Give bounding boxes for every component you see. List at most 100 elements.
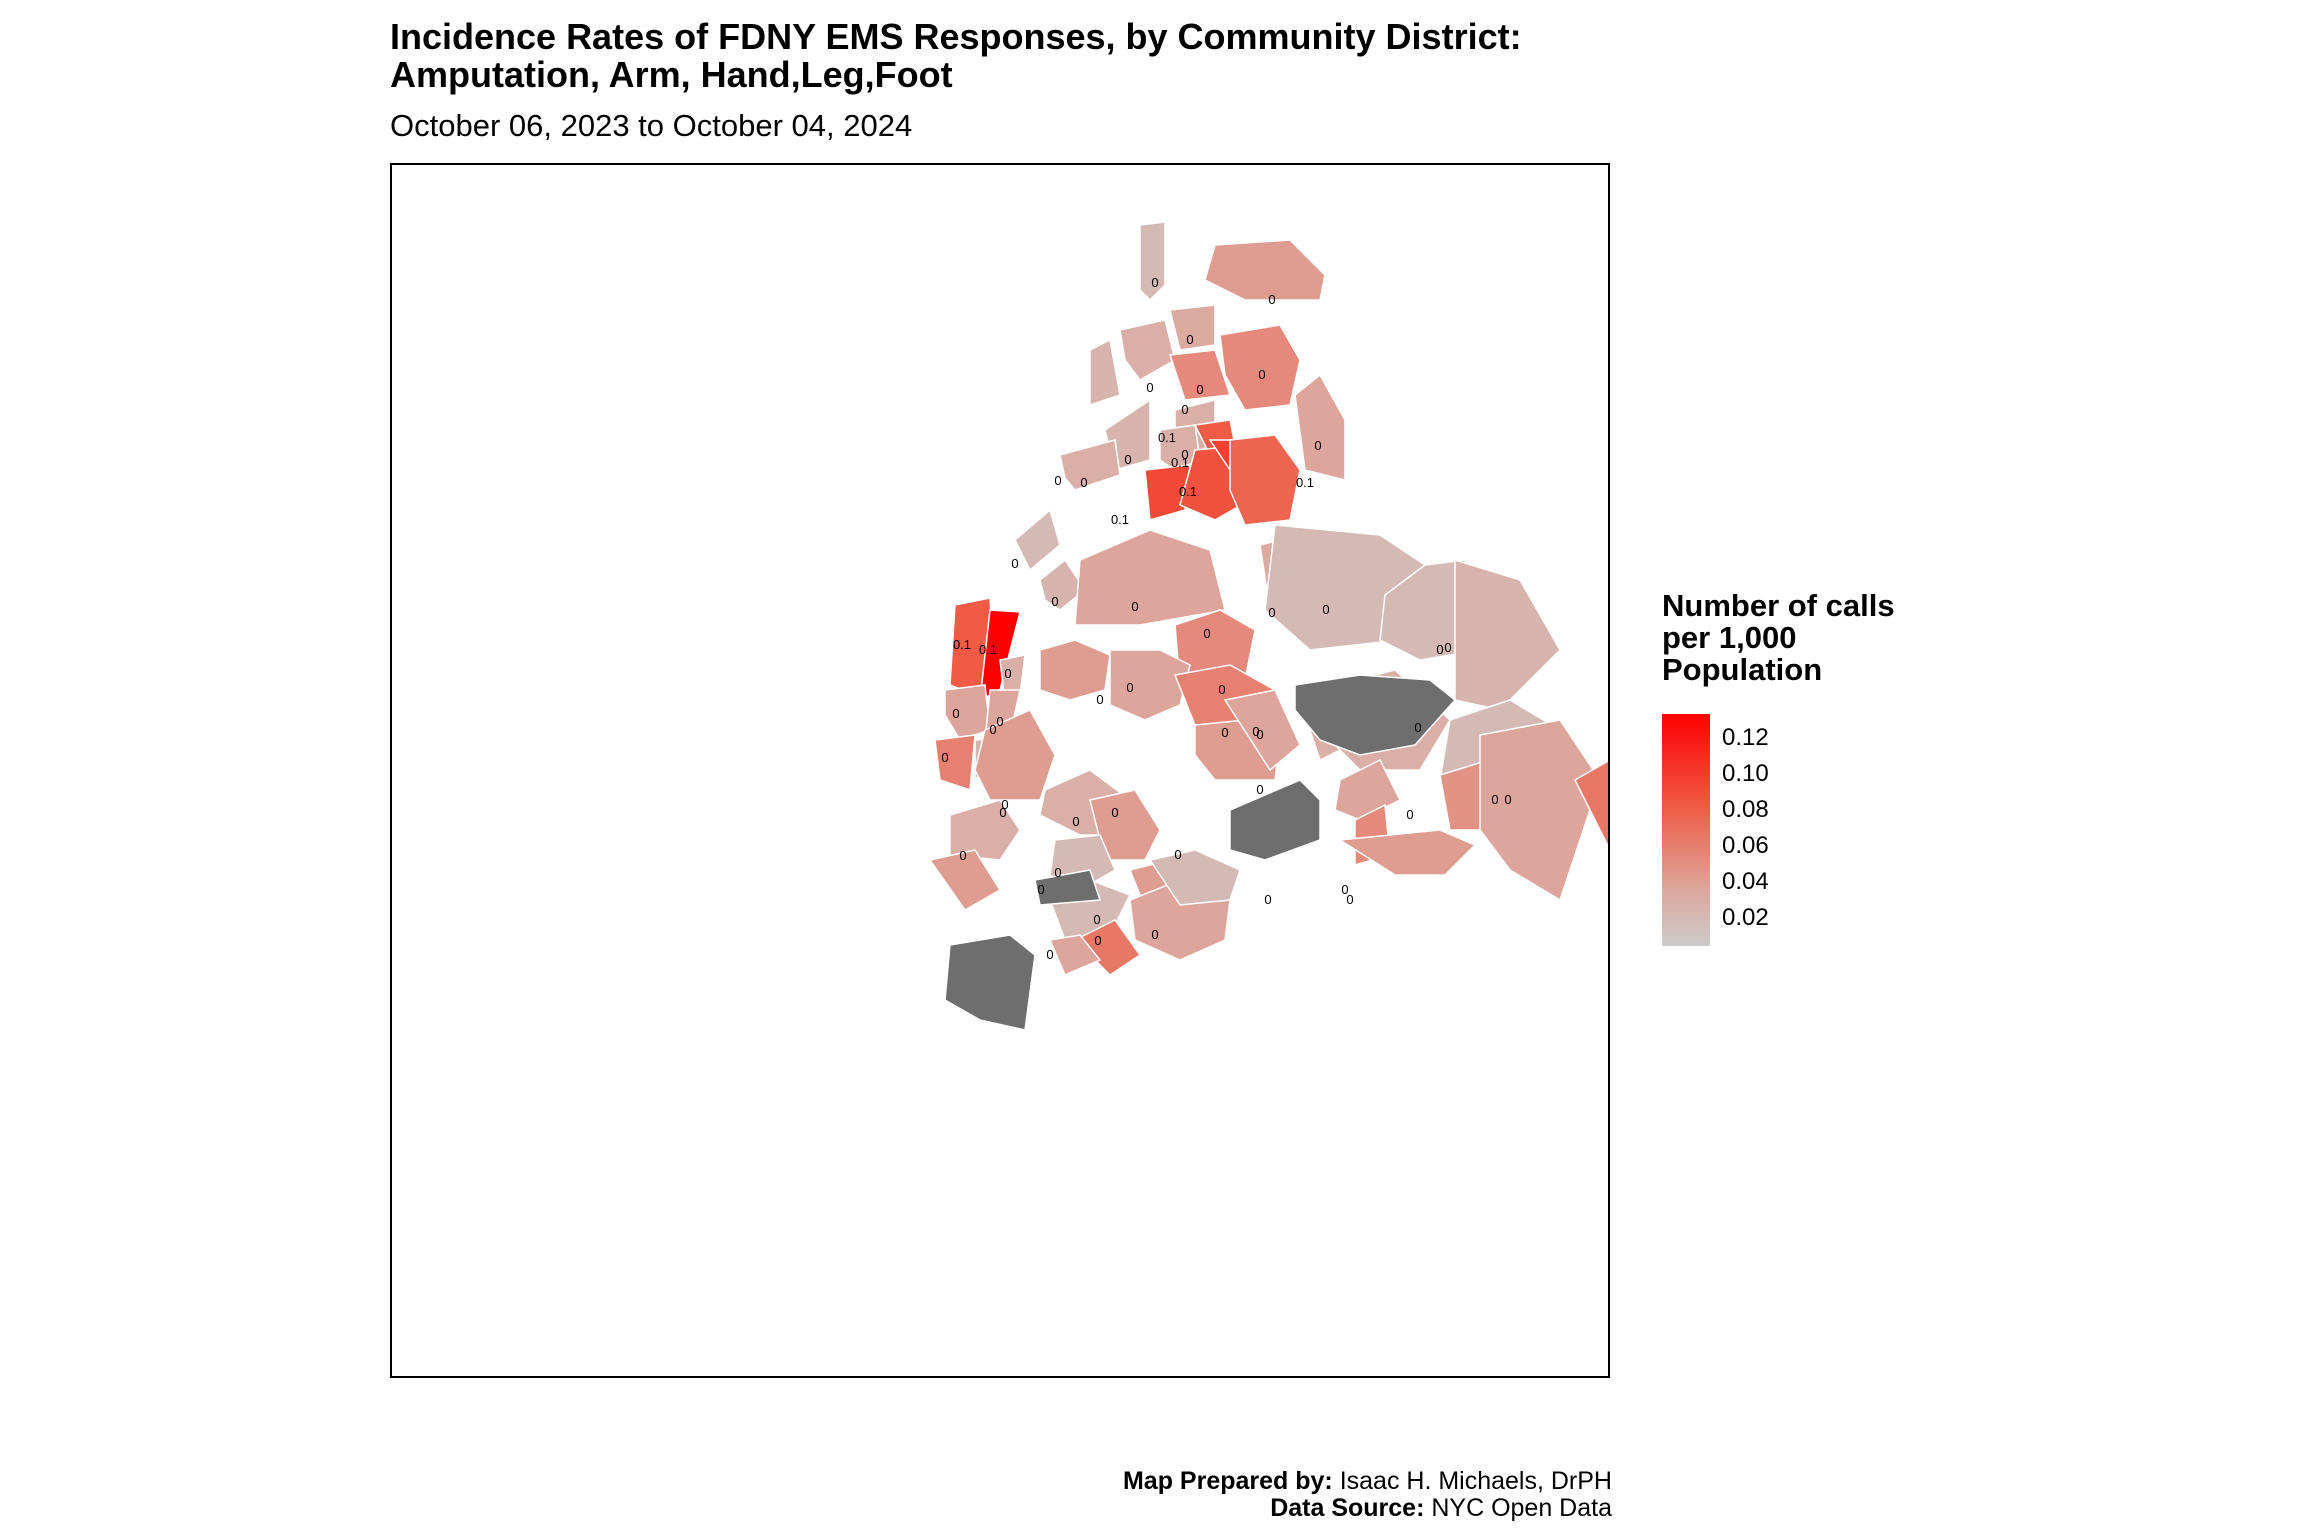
district-rate-label: 0.1 <box>979 642 997 657</box>
community-district <box>974 709 1056 801</box>
district-rate-label: 0.1 <box>953 637 971 652</box>
district-rate-label: 0 <box>1051 594 1058 609</box>
district-rate-label: 0 <box>1124 452 1131 467</box>
district-rate-label: 0 <box>1054 865 1061 880</box>
community-district <box>1204 239 1326 301</box>
legend-label: 0.12 <box>1722 724 1769 751</box>
community-district <box>1039 639 1111 701</box>
district-rate-label: 0 <box>989 722 996 737</box>
legend-tick <box>1710 773 1720 775</box>
district-rate-label: 0.1 <box>1179 484 1197 499</box>
legend-label: 0.08 <box>1722 796 1769 823</box>
legend-tick <box>1710 737 1720 739</box>
community-district <box>1168 349 1232 401</box>
map-panel: 0 0 0 0 0 0 0 0 0 0 0.1 0.1 0.1 0.1 0.1 0 0 0 0 0.1 0.1 0 0 0 0 0… <box>390 163 1610 1378</box>
district-rate-label: 0 <box>1131 599 1138 614</box>
community-district <box>1059 439 1121 491</box>
community-district <box>1574 760 1608 848</box>
district-rate-label: 0 <box>1264 892 1271 907</box>
caption-prepared-value: Isaac H. Michaels, DrPH <box>1332 1467 1612 1495</box>
district-rate-label: 0 <box>1346 892 1353 907</box>
district-rate-label: 0 <box>952 706 959 721</box>
district-rate-label: 0 <box>1174 847 1181 862</box>
community-district <box>1039 558 1087 611</box>
district-rate-label: 0 <box>1111 805 1118 820</box>
community-district <box>1479 719 1601 902</box>
district-rate-label: 0 <box>1186 332 1193 347</box>
district-rate-label: 0 <box>1256 782 1263 797</box>
district-rate-label: 0 <box>1181 447 1188 462</box>
caption-data-source: Data Source: NYC Open Data <box>1123 1495 1612 1522</box>
community-district <box>1119 319 1176 381</box>
legend-title-line-3: Population <box>1662 652 1823 687</box>
district-rate-label: 0 <box>1001 797 1008 812</box>
district-rate-label: 0 <box>1414 720 1421 735</box>
community-district <box>928 849 1002 911</box>
community-district <box>1229 434 1301 526</box>
caption-source-value: NYC Open Data <box>1424 1494 1612 1522</box>
district-rate-label: 0.1 <box>1296 475 1314 490</box>
district-rate-label: 0 <box>1004 666 1011 681</box>
community-district <box>1337 829 1477 876</box>
community-district <box>1014 508 1061 572</box>
district-rate-label: 0 <box>1314 438 1321 453</box>
legend-title-line-2: per 1,000 <box>1662 620 1797 655</box>
community-district <box>1074 529 1226 626</box>
district-rate-label: 0 <box>1444 640 1451 655</box>
district-rate-label: 0 <box>1504 792 1511 807</box>
district-rate-label: 0 <box>1151 927 1158 942</box>
district-rate-label: 0 <box>1268 292 1275 307</box>
community-district <box>1454 558 1561 711</box>
community-district <box>1148 849 1241 906</box>
community-district <box>1219 324 1301 411</box>
district-rate-label: 0 <box>1268 605 1275 620</box>
district-rate-label: 0 <box>1221 725 1228 740</box>
title-line-1: Incidence Rates of FDNY EMS Responses, b… <box>390 16 1522 57</box>
district-rate-label: 0 <box>1218 682 1225 697</box>
caption-prepared-by: Map Prepared by: Isaac H. Michaels, DrPH <box>1123 1468 1612 1495</box>
legend-color-bar <box>1662 714 1720 946</box>
community-district <box>1294 373 1346 481</box>
community-district-no-data <box>1229 779 1321 861</box>
map-title: Incidence Rates of FDNY EMS Responses, b… <box>390 18 1522 94</box>
district-rate-label: 0 <box>1046 947 1053 962</box>
community-district <box>1223 689 1301 772</box>
district-rate-label: 0 <box>941 750 948 765</box>
legend: Number of calls per 1,000 Population 0.1… <box>1662 590 1922 946</box>
district-rate-label: 0 <box>1196 382 1203 397</box>
caption-prepared-label: Map Prepared by: <box>1122 1467 1333 1495</box>
legend-tick <box>1710 917 1720 919</box>
community-district <box>1139 221 1166 302</box>
district-rate-label: 0 <box>1252 724 1259 739</box>
district-rate-label: 0 <box>999 805 1006 820</box>
district-rate-label: 0 <box>1072 814 1079 829</box>
community-district <box>1048 934 1102 976</box>
legend-title-line-1: Number of calls <box>1662 588 1895 623</box>
district-rate-label: 0 <box>1406 807 1413 822</box>
community-district <box>1169 304 1216 351</box>
legend-label: 0.04 <box>1722 868 1769 895</box>
district-rate-label: 0 <box>1126 680 1133 695</box>
district-rate-label: 0 <box>959 848 966 863</box>
caption: Map Prepared by: Isaac H. Michaels, DrPH… <box>1123 1468 1612 1522</box>
title-line-2: Amputation, Arm, Hand,Leg,Foot <box>390 54 953 95</box>
map-subtitle: October 06, 2023 to October 04, 2024 <box>390 108 913 143</box>
legend-label: 0.06 <box>1722 832 1769 859</box>
district-rate-label: 0 <box>1093 912 1100 927</box>
district-rate-label: 0 <box>1151 275 1158 290</box>
district-rate-label: 0 <box>1258 367 1265 382</box>
legend-tick <box>1710 845 1720 847</box>
district-rate-label: 0 <box>1181 402 1188 417</box>
district-rate-label: 0.1 <box>1111 512 1129 527</box>
community-district <box>1109 649 1191 721</box>
caption-source-label: Data Source: <box>1270 1494 1425 1522</box>
district-rate-label: 0 <box>1322 602 1329 617</box>
district-rate-label: 0 <box>996 714 1003 729</box>
district-rate-label: 0 <box>1341 882 1348 897</box>
district-rate-label: 0 <box>1436 642 1443 657</box>
community-district <box>1089 338 1121 407</box>
legend-title: Number of calls per 1,000 Population <box>1662 590 1922 686</box>
legend-label: 0.10 <box>1722 760 1769 787</box>
